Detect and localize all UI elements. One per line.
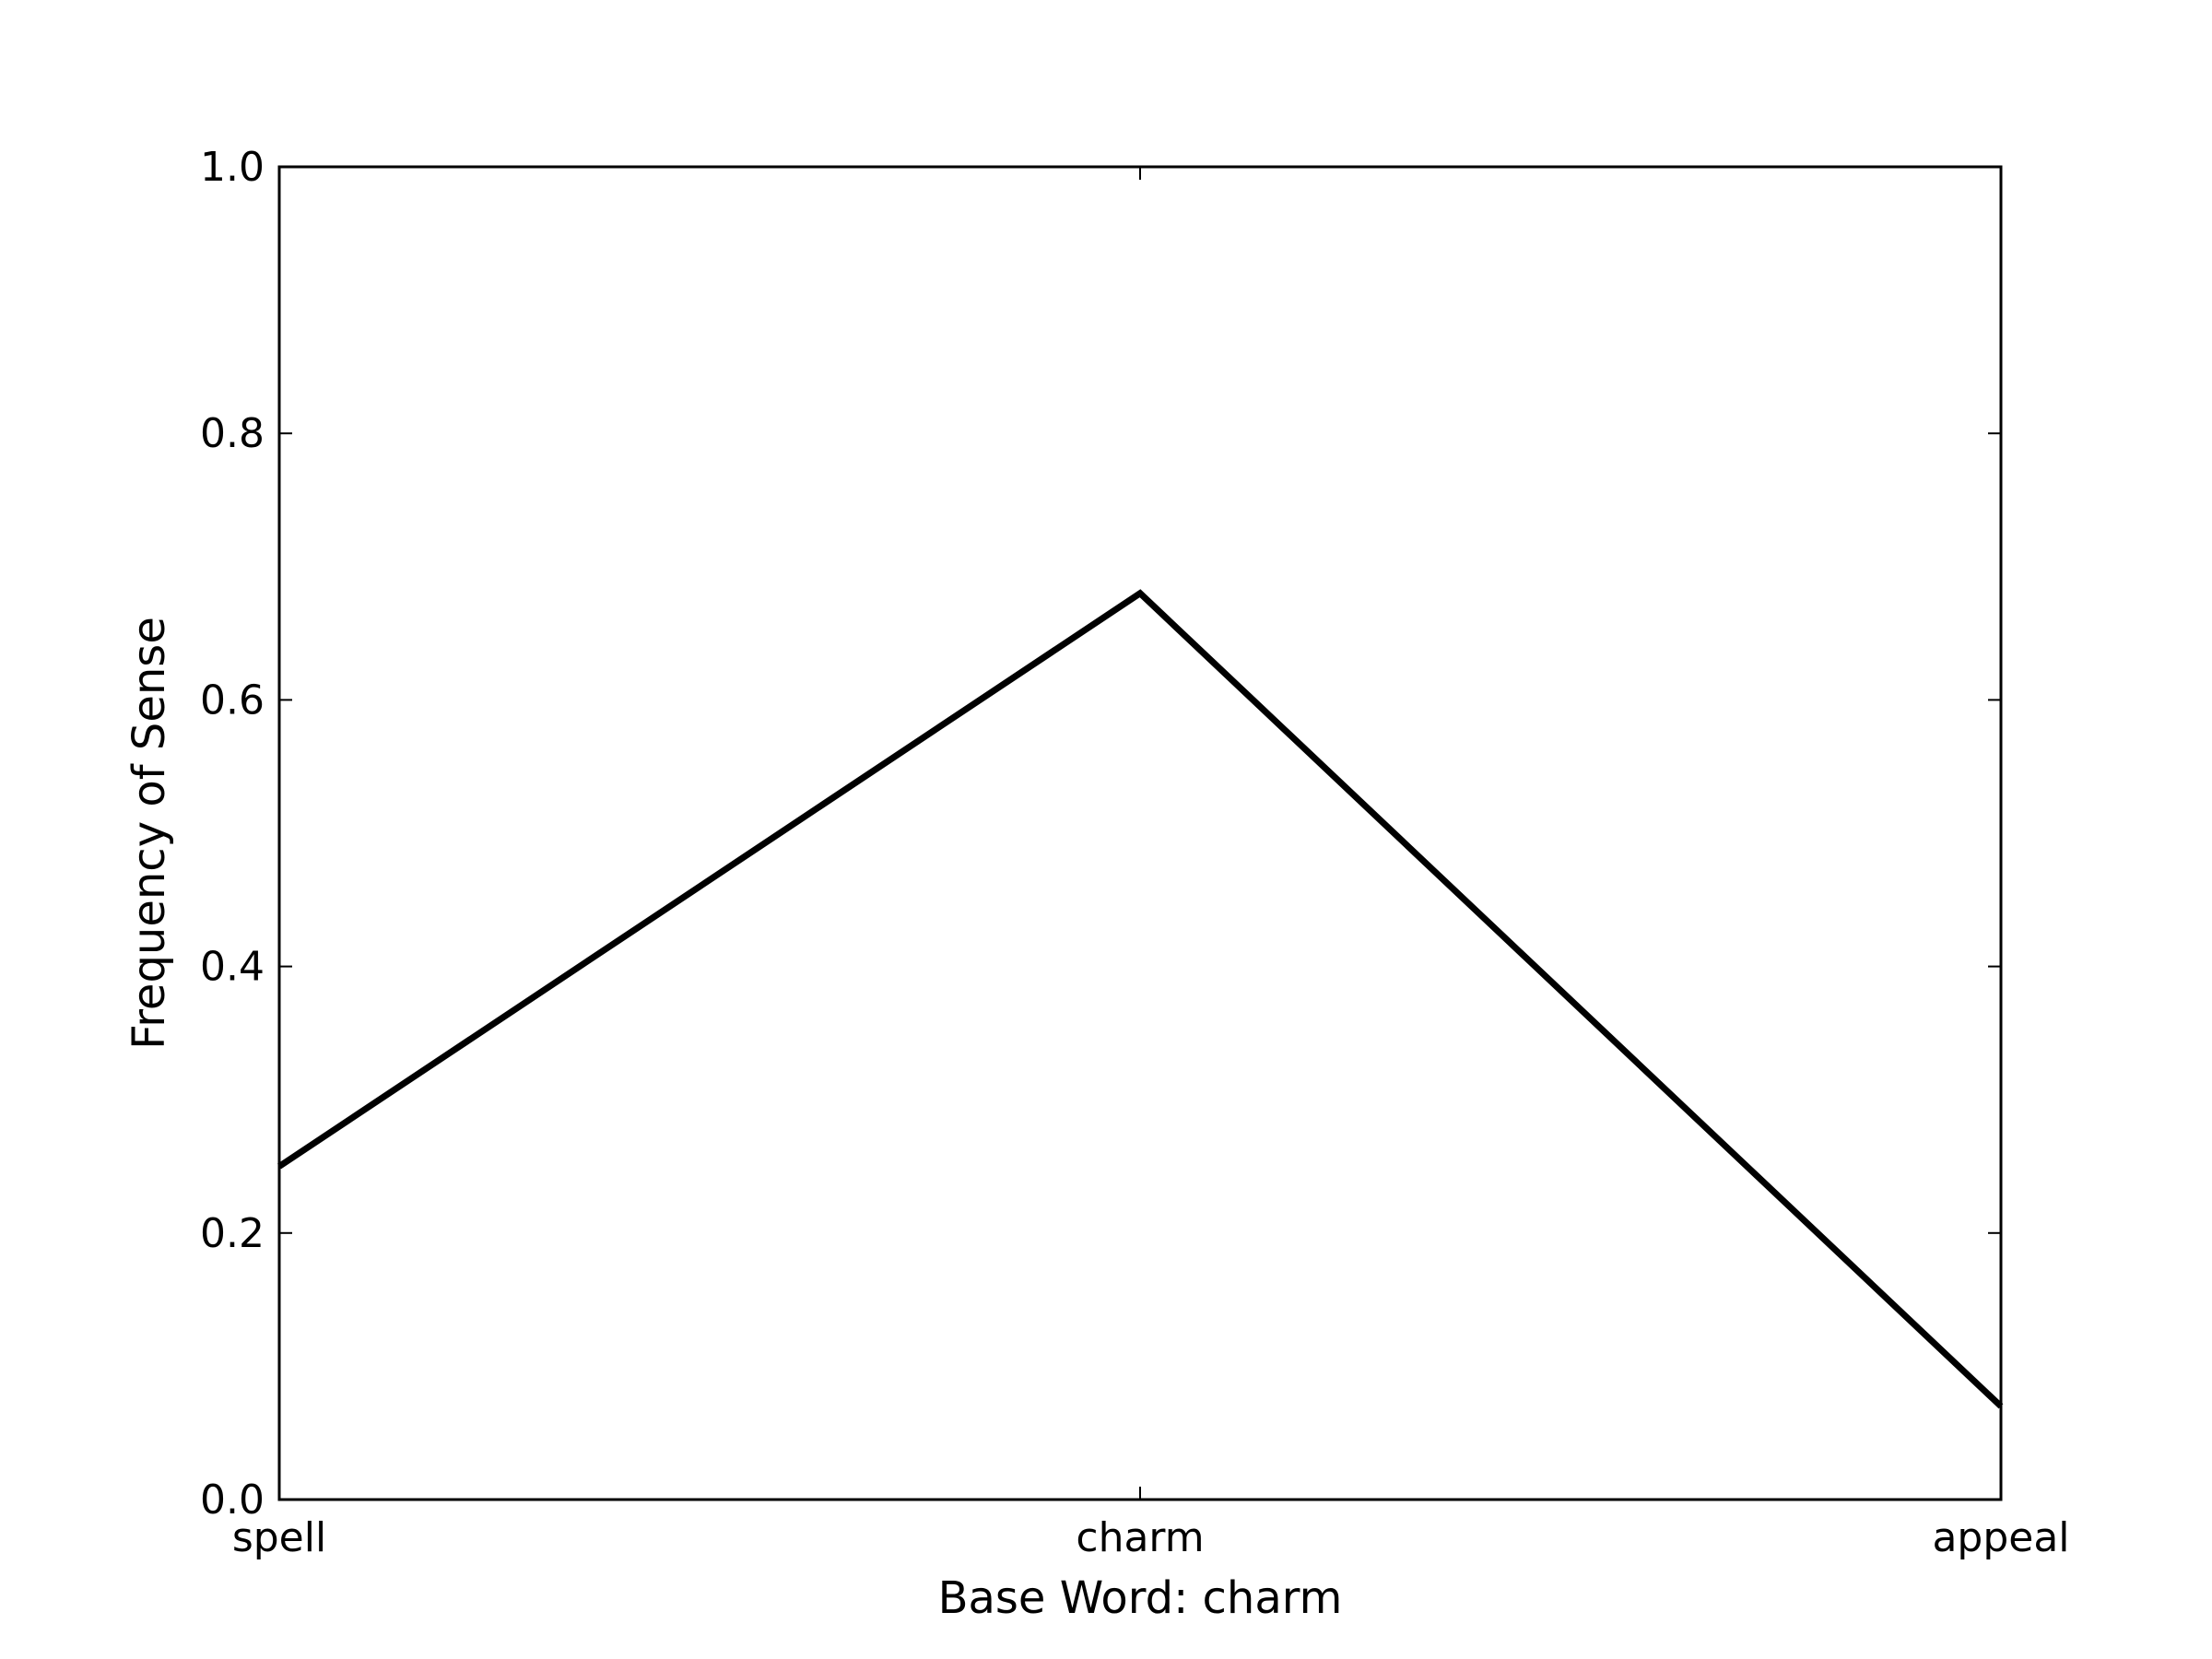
y-axis-label: Frequency of Sense [124, 617, 175, 1050]
y-tick-label: 0.2 [200, 1210, 265, 1257]
series-layer [277, 589, 2004, 1409]
data-point [1139, 593, 1141, 594]
x-axis-label: Base Word: charm [938, 1572, 1343, 1624]
y-tick-label: 0.8 [200, 410, 265, 457]
y-tick-label: 0.4 [200, 944, 265, 991]
y-tick-label: 0.6 [200, 677, 265, 724]
y-tick-label: 1.0 [200, 144, 265, 191]
data-point [278, 1166, 280, 1167]
x-axis-ticks: spell charm appeal [232, 167, 2070, 1561]
x-tick-label: appeal [1932, 1514, 2069, 1561]
y-axis-ticks: 0.0 0.2 0.4 0.6 0.8 1.0 [200, 144, 2001, 1524]
x-tick-label: charm [1076, 1514, 1204, 1561]
series-line [277, 589, 2004, 1409]
y-tick-label: 0.0 [200, 1477, 265, 1524]
x-tick-label: spell [232, 1514, 326, 1561]
axes-frame [277, 165, 2003, 1501]
